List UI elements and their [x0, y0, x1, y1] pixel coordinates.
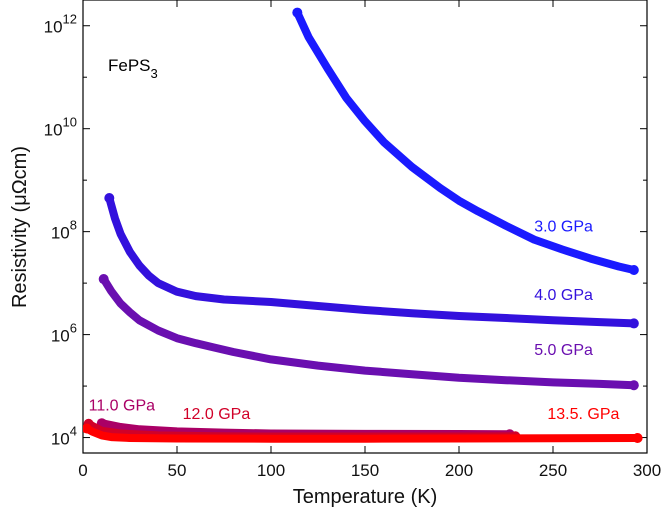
- series-label: 13.5. GPa: [547, 406, 619, 423]
- x-tick-label: 50: [168, 461, 187, 480]
- series-label: 3.0 GPa: [534, 219, 593, 236]
- series-labels: 3.0 GPa 4.0 GPa 5.0 GPa 11.0 GPa 12.0 GPa 13.…: [89, 219, 620, 423]
- y-tick-label: 104: [51, 424, 77, 449]
- series-label: 4.0 GPa: [534, 287, 593, 304]
- x-tick-label: 250: [539, 461, 567, 480]
- series-line: [99, 275, 638, 390]
- series-start-point: [98, 274, 109, 285]
- series-end-point: [628, 380, 639, 391]
- material-annotation: FePS3: [108, 56, 158, 81]
- y-tick-label: 1012: [44, 12, 77, 37]
- x-tick-label: 200: [445, 461, 473, 480]
- y-axis-title: Resistivity (μΩcm): [9, 146, 31, 308]
- series-line: [293, 8, 638, 274]
- series-start-point: [292, 7, 303, 18]
- series-label: 12.0 GPa: [183, 406, 251, 423]
- series-label: 11.0 GPa: [89, 397, 156, 414]
- x-tick-label: 100: [257, 461, 285, 480]
- y-tick-label: 1010: [44, 115, 77, 140]
- y-tick-label: 106: [51, 321, 77, 346]
- series-label: 5.0 GPa: [534, 342, 593, 359]
- x-tick-label: 0: [78, 461, 87, 480]
- series-end-point: [632, 433, 643, 444]
- series-line: [105, 194, 638, 328]
- series-end-point: [628, 264, 639, 275]
- data-series: [83, 7, 643, 444]
- series-line: [83, 424, 642, 443]
- series-end-point: [628, 318, 639, 329]
- x-axis-title: Temperature (K): [293, 486, 438, 508]
- x-tick-label: 300: [633, 461, 661, 480]
- series-start-point: [83, 423, 92, 434]
- y-tick-label: 108: [51, 218, 77, 243]
- x-tick-label: 150: [351, 461, 379, 480]
- series-start-point: [104, 193, 115, 204]
- axis-ticks: 0 50 100 150 200 250 300 104 106 108 1010 1012: [44, 0, 661, 480]
